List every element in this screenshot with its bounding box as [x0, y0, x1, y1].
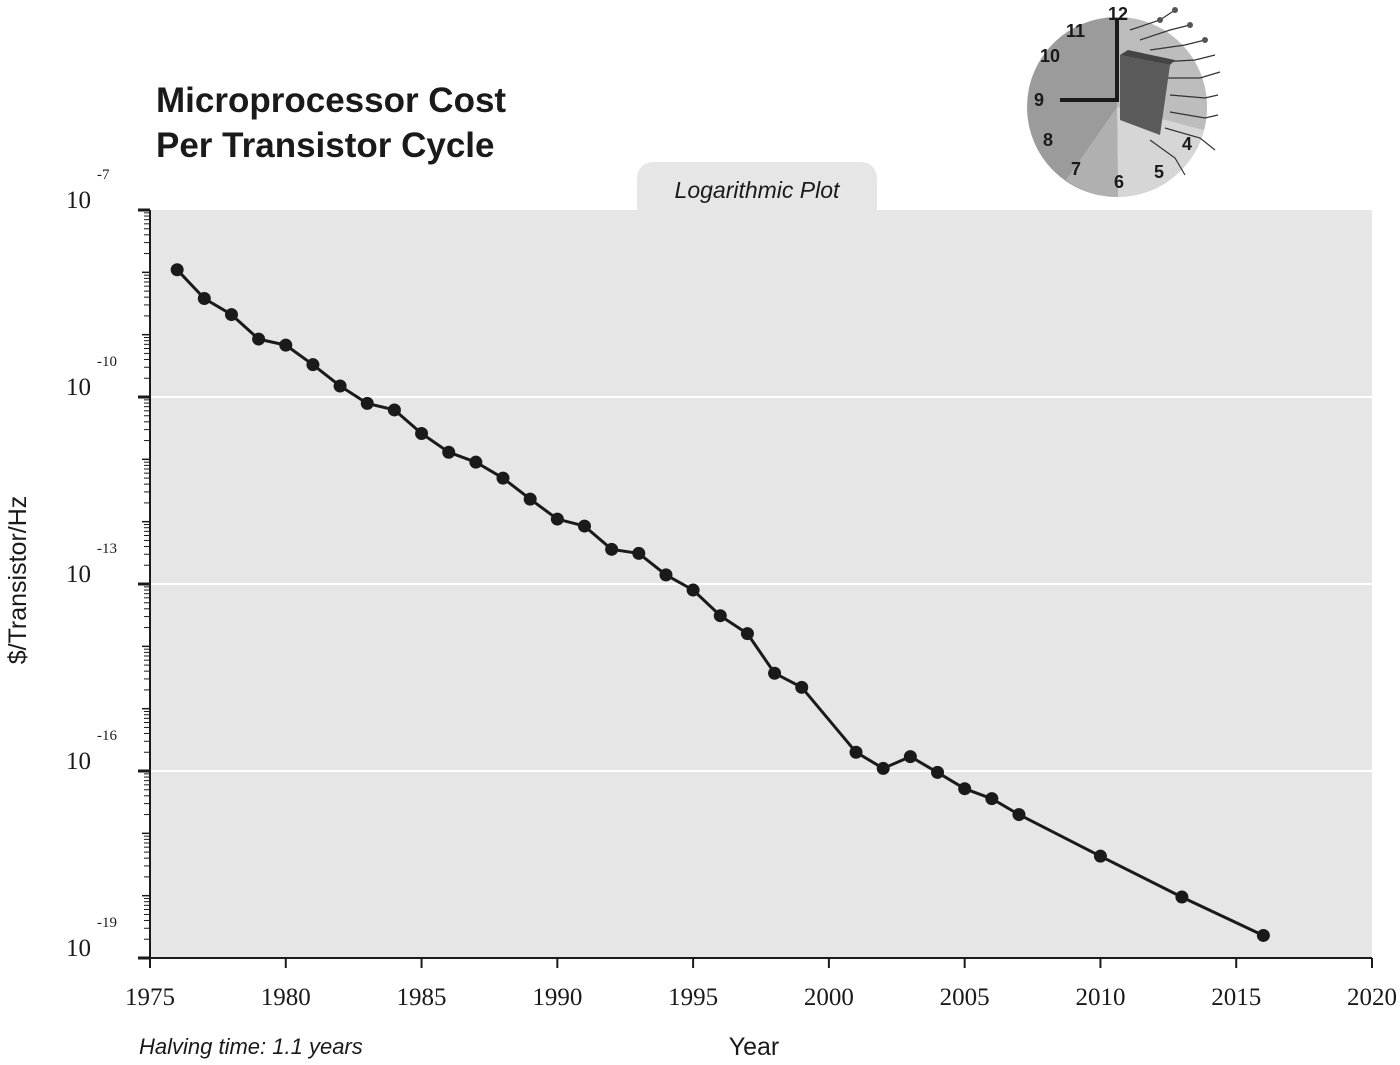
x-tick-label: 2000: [804, 984, 854, 1011]
data-point: [632, 546, 646, 560]
data-point: [577, 519, 591, 533]
data-point: [170, 263, 184, 277]
data-point: [931, 765, 945, 779]
y-tick-labels: 10 -7 10 -10 10 -13 10 -16 10 -19: [66, 167, 117, 962]
data-point: [224, 308, 238, 322]
y-tick-label-base: 10: [66, 187, 91, 214]
data-point: [1175, 890, 1189, 904]
y-tick-label-base: 10: [66, 374, 91, 401]
y-tick-label-exponent: -13: [97, 541, 117, 557]
clock-number: 5: [1154, 162, 1164, 182]
clock-with-chip-icon: 12 11 10 9 8 7 6 5 4: [1027, 4, 1221, 197]
data-point: [306, 358, 320, 372]
x-tick-label: 1995: [668, 984, 718, 1011]
y-axis-label: $/Transistor/Hz: [4, 496, 32, 665]
data-point: [252, 332, 266, 346]
data-point: [958, 782, 972, 796]
data-point: [740, 627, 754, 641]
data-point: [496, 471, 510, 485]
x-tick-labels: 1975 1980 1985 1990 1995 2000 2005 2010 2015 2020: [125, 984, 1397, 1011]
x-tick-label: 2015: [1211, 984, 1261, 1011]
x-tick-label: 2010: [1075, 984, 1125, 1011]
y-tick-label-exponent: -10: [97, 354, 117, 370]
chart-title-line-1: Microprocessor Cost: [156, 81, 506, 120]
data-point: [768, 666, 782, 680]
clock-number: 10: [1040, 46, 1060, 66]
x-axis-label: Year: [729, 1033, 780, 1061]
y-tick-label-base: 10: [66, 748, 91, 775]
clock-number: 12: [1108, 4, 1128, 24]
clock-number: 9: [1034, 90, 1044, 110]
clock-number: 6: [1114, 172, 1124, 192]
data-point: [279, 338, 293, 352]
subtitle-tab: [637, 162, 877, 211]
chart-title-line-2: Per Transistor Cycle: [156, 126, 495, 165]
grid-lines: [150, 396, 1372, 772]
chart-subtitle: Logarithmic Plot: [675, 177, 842, 203]
data-point: [713, 609, 727, 623]
data-point: [523, 492, 537, 506]
y-tick-label-base: 10: [66, 561, 91, 588]
halving-time-note: Halving time: 1.1 years: [139, 1034, 363, 1059]
x-tick-label: 1990: [532, 984, 582, 1011]
y-tick-label-base: 10: [66, 935, 91, 962]
data-point: [605, 542, 619, 556]
axes: [138, 208, 1373, 968]
clock-number: 11: [1066, 21, 1085, 41]
data-point: [849, 745, 863, 759]
data-point: [876, 761, 890, 775]
data-point: [659, 568, 673, 582]
y-tick-label-exponent: -19: [97, 915, 117, 931]
data-point: [469, 455, 483, 469]
x-tick-label: 1985: [397, 984, 447, 1011]
data-point: [360, 396, 374, 410]
x-tick-label: 1975: [125, 984, 175, 1011]
data-series: [170, 263, 1270, 942]
data-point: [1093, 849, 1107, 863]
data-point: [550, 512, 564, 526]
data-point: [387, 403, 401, 417]
data-point: [197, 292, 211, 306]
data-point: [333, 379, 347, 393]
x-tick-label: 2005: [940, 984, 990, 1011]
x-tick-label: 2020: [1347, 984, 1397, 1011]
data-point: [903, 750, 917, 764]
data-point: [795, 680, 809, 694]
clock-number: 8: [1043, 130, 1053, 150]
clock-number: 7: [1071, 159, 1081, 179]
y-tick-label-exponent: -7: [97, 167, 110, 183]
data-point: [1256, 928, 1270, 942]
clock-number: 4: [1182, 134, 1192, 154]
x-tick-label: 1980: [261, 984, 311, 1011]
data-point: [1012, 808, 1026, 822]
y-tick-label-exponent: -16: [97, 728, 117, 744]
series-line: [176, 268, 1265, 937]
data-point: [442, 445, 456, 459]
data-point: [415, 426, 429, 440]
data-point: [686, 583, 700, 597]
data-point: [985, 792, 999, 806]
